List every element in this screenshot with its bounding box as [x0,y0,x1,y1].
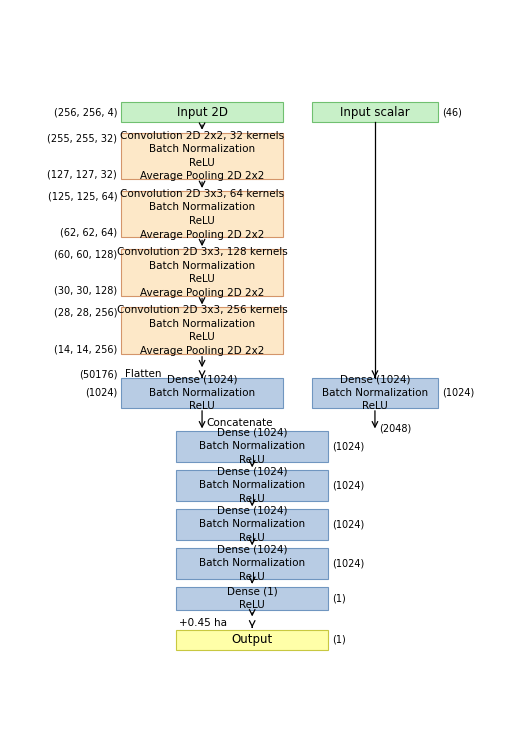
Text: Input scalar: Input scalar [340,106,410,119]
Text: Dense (1)
ReLU: Dense (1) ReLU [227,587,278,610]
FancyBboxPatch shape [121,191,283,237]
Text: Convolution 2D 3x3, 256 kernels
Batch Normalization
ReLU
Average Pooling 2D 2x2: Convolution 2D 3x3, 256 kernels Batch No… [117,305,287,356]
Text: (1024): (1024) [332,480,364,491]
Text: (1024): (1024) [85,388,117,398]
Text: (1): (1) [332,635,346,645]
FancyBboxPatch shape [121,249,283,296]
Text: (46): (46) [442,107,463,117]
FancyBboxPatch shape [176,548,328,578]
FancyBboxPatch shape [176,510,328,540]
FancyBboxPatch shape [121,102,283,122]
Text: Output: Output [232,634,273,646]
Text: (50176): (50176) [79,369,117,380]
Text: +0.45 ha: +0.45 ha [178,618,227,627]
Text: (14, 14, 256): (14, 14, 256) [54,344,117,354]
Text: Concatenate: Concatenate [206,418,272,429]
FancyBboxPatch shape [176,631,328,649]
Text: (28, 28, 256): (28, 28, 256) [54,308,117,318]
Text: (30, 30, 128): (30, 30, 128) [54,286,117,296]
FancyBboxPatch shape [312,378,438,408]
FancyBboxPatch shape [176,470,328,500]
Text: (60, 60, 128): (60, 60, 128) [54,249,117,259]
Text: Dense (1024)
Batch Normalization
ReLU: Dense (1024) Batch Normalization ReLU [199,466,305,504]
Text: Convolution 2D 3x3, 128 kernels
Batch Normalization
ReLU
Average Pooling 2D 2x2: Convolution 2D 3x3, 128 kernels Batch No… [117,247,287,298]
Text: (2048): (2048) [379,423,411,433]
Text: (125, 125, 64): (125, 125, 64) [48,191,117,201]
FancyBboxPatch shape [312,102,438,122]
Text: Dense (1024)
Batch Normalization
ReLU: Dense (1024) Batch Normalization ReLU [322,374,428,411]
FancyBboxPatch shape [121,132,283,179]
Text: Dense (1024)
Batch Normalization
ReLU: Dense (1024) Batch Normalization ReLU [149,374,255,411]
Text: (256, 256, 4): (256, 256, 4) [54,107,117,117]
FancyBboxPatch shape [121,378,283,408]
FancyBboxPatch shape [176,587,328,610]
Text: Dense (1024)
Batch Normalization
ReLU: Dense (1024) Batch Normalization ReLU [199,545,305,582]
Text: Convolution 2D 3x3, 64 kernels
Batch Normalization
ReLU
Average Pooling 2D 2x2: Convolution 2D 3x3, 64 kernels Batch Nor… [120,189,284,240]
Text: Flatten: Flatten [125,369,162,380]
Text: (1024): (1024) [442,388,475,398]
Text: (1024): (1024) [332,442,364,451]
Text: Convolution 2D 2x2, 32 kernels
Batch Normalization
ReLU
Average Pooling 2D 2x2: Convolution 2D 2x2, 32 kernels Batch Nor… [120,131,284,181]
FancyBboxPatch shape [121,307,283,354]
Text: (1024): (1024) [332,519,364,529]
Text: Dense (1024)
Batch Normalization
ReLU: Dense (1024) Batch Normalization ReLU [199,428,305,465]
Text: (1): (1) [332,593,346,603]
Text: (1024): (1024) [332,559,364,569]
Text: (127, 127, 32): (127, 127, 32) [48,169,117,179]
FancyBboxPatch shape [176,431,328,461]
Text: (62, 62, 64): (62, 62, 64) [60,228,117,237]
Text: Input 2D: Input 2D [176,106,228,119]
Text: (255, 255, 32): (255, 255, 32) [47,133,117,143]
Text: Dense (1024)
Batch Normalization
ReLU: Dense (1024) Batch Normalization ReLU [199,506,305,543]
